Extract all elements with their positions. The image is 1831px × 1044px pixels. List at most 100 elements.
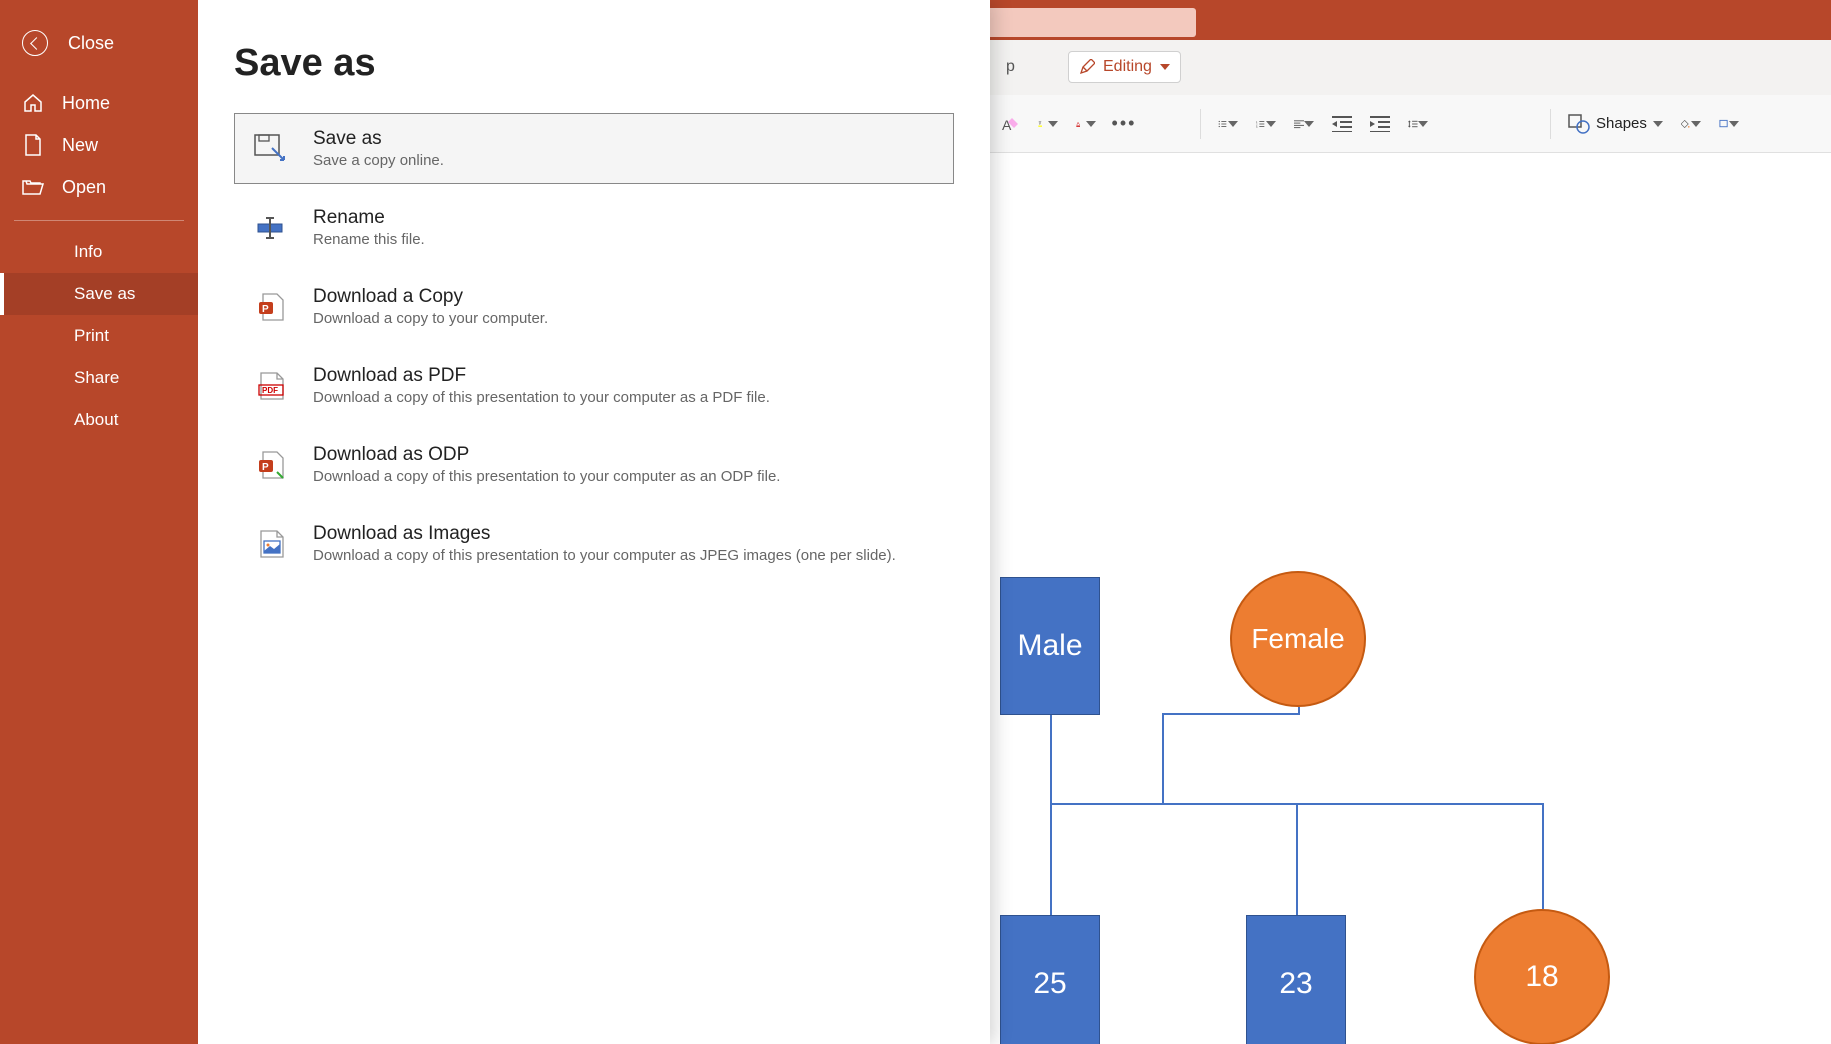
option-desc: Save a copy online. [313, 152, 935, 169]
option-title: Download a Copy [313, 286, 935, 308]
shapes-label: Shapes [1596, 115, 1647, 132]
chevron-down-icon [1418, 121, 1428, 127]
diagram-node-label: Male [1017, 629, 1082, 663]
diagram-node-label: 25 [1033, 967, 1066, 1001]
option-desc: Download a copy of this presentation to … [313, 468, 935, 485]
diagram-node-label: 23 [1279, 967, 1312, 1001]
save-as-icon [253, 131, 289, 167]
diagram-node-25[interactable]: 25 [1000, 915, 1100, 1044]
chevron-down-icon [1653, 121, 1663, 127]
shape-fill-icon[interactable] [1681, 114, 1701, 134]
chevron-down-icon [1304, 121, 1314, 127]
chevron-down-icon [1086, 121, 1096, 127]
file-menu-sidebar: Close Home New Open Info Save as Print S… [0, 0, 198, 1044]
svg-text:3: 3 [1256, 125, 1258, 128]
home-icon [22, 92, 44, 114]
clear-formatting-icon[interactable]: A [1000, 114, 1020, 134]
shape-outline-icon[interactable] [1719, 114, 1739, 134]
chevron-down-icon [1729, 121, 1739, 127]
sidebar-item-label: About [74, 410, 118, 429]
sidebar-item-label: Save as [74, 284, 135, 303]
svg-text:A: A [1002, 117, 1012, 133]
pdf-file-icon: PDF [253, 368, 289, 404]
option-desc: Download a copy to your computer. [313, 310, 935, 327]
rename-icon [253, 210, 289, 246]
option-desc: Rename this file. [313, 231, 935, 248]
option-title: Download as Images [313, 523, 935, 545]
option-title: Rename [313, 207, 935, 229]
image-file-icon [253, 526, 289, 562]
chevron-down-icon [1048, 121, 1058, 127]
sidebar-divider [14, 220, 184, 221]
option-download-copy[interactable]: P Download a Copy Download a copy to you… [234, 271, 954, 342]
sidebar-item-open[interactable]: Open [0, 166, 198, 208]
panel-title: Save as [234, 42, 954, 85]
option-download-odp[interactable]: P Download as ODP Download a copy of thi… [234, 429, 954, 500]
close-label: Close [68, 33, 114, 54]
toolbar-separator [1550, 109, 1551, 139]
diagram-connector [1050, 803, 1298, 805]
chevron-down-icon [1228, 121, 1238, 127]
back-arrow-icon [22, 30, 48, 56]
sidebar-item-label: Share [74, 368, 119, 387]
sidebar-item-label: Print [74, 326, 109, 345]
save-as-panel: Save as Save as Save a copy online. Rena… [198, 0, 990, 1044]
font-color-icon[interactable]: A [1076, 114, 1096, 134]
diagram-node-female[interactable]: Female [1230, 571, 1366, 707]
svg-text:P: P [262, 462, 269, 473]
diagram-connector [1162, 713, 1298, 715]
folder-open-icon [22, 176, 44, 198]
diagram-connector [1298, 707, 1300, 715]
shapes-button[interactable]: Shapes [1568, 114, 1663, 134]
sidebar-item-label: New [62, 135, 98, 156]
svg-text:A: A [1077, 121, 1081, 126]
sidebar-item-about[interactable]: About [0, 399, 198, 441]
sidebar-item-save-as[interactable]: Save as [0, 273, 198, 315]
shapes-icon [1568, 114, 1590, 134]
numbering-icon[interactable]: 123 [1256, 114, 1276, 134]
sidebar-item-share[interactable]: Share [0, 357, 198, 399]
bullets-icon[interactable] [1218, 114, 1238, 134]
sidebar-item-label: Open [62, 177, 106, 198]
sidebar-item-home[interactable]: Home [0, 82, 198, 124]
chevron-down-icon [1266, 121, 1276, 127]
close-button[interactable]: Close [0, 22, 198, 82]
highlight-color-icon[interactable] [1038, 114, 1058, 134]
increase-indent-icon[interactable] [1370, 114, 1390, 134]
diagram-node-18[interactable]: 18 [1474, 909, 1610, 1044]
tab-help-partial[interactable]: p [1006, 58, 1015, 76]
option-save-as[interactable]: Save as Save a copy online. [234, 113, 954, 184]
diagram-node-label: 18 [1525, 960, 1558, 994]
diagram-node-male[interactable]: Male [1000, 577, 1100, 715]
new-file-icon [22, 134, 44, 156]
option-download-pdf[interactable]: PDF Download as PDF Download a copy of t… [234, 350, 954, 421]
editing-mode-button[interactable]: Editing [1068, 51, 1181, 83]
option-title: Save as [313, 128, 935, 150]
sidebar-item-label: Home [62, 93, 110, 114]
diagram-connector [1296, 803, 1298, 915]
line-spacing-icon[interactable] [1408, 114, 1428, 134]
toolbar-separator [1200, 109, 1201, 139]
diagram-node-label: Female [1251, 623, 1344, 655]
diagram-connector [1298, 803, 1544, 805]
file-menu-overlay: Close Home New Open Info Save as Print S… [0, 0, 990, 1044]
option-desc: Download a copy of this presentation to … [313, 389, 935, 406]
diagram-node-23[interactable]: 23 [1246, 915, 1346, 1044]
sidebar-item-info[interactable]: Info [0, 231, 198, 273]
diagram-connector [1050, 803, 1052, 915]
pencil-icon [1079, 59, 1095, 75]
chevron-down-icon [1691, 121, 1701, 127]
svg-text:PDF: PDF [262, 386, 278, 395]
sidebar-item-new[interactable]: New [0, 124, 198, 166]
more-formatting-icon[interactable]: ••• [1114, 114, 1134, 134]
option-title: Download as ODP [313, 444, 935, 466]
align-icon[interactable] [1294, 114, 1314, 134]
odp-file-icon: P [253, 447, 289, 483]
option-title: Download as PDF [313, 365, 935, 387]
option-download-images[interactable]: Download as Images Download a copy of th… [234, 508, 954, 579]
sidebar-item-print[interactable]: Print [0, 315, 198, 357]
sidebar-item-label: Info [74, 242, 102, 261]
decrease-indent-icon[interactable] [1332, 114, 1352, 134]
editing-mode-label: Editing [1103, 58, 1152, 76]
option-rename[interactable]: Rename Rename this file. [234, 192, 954, 263]
